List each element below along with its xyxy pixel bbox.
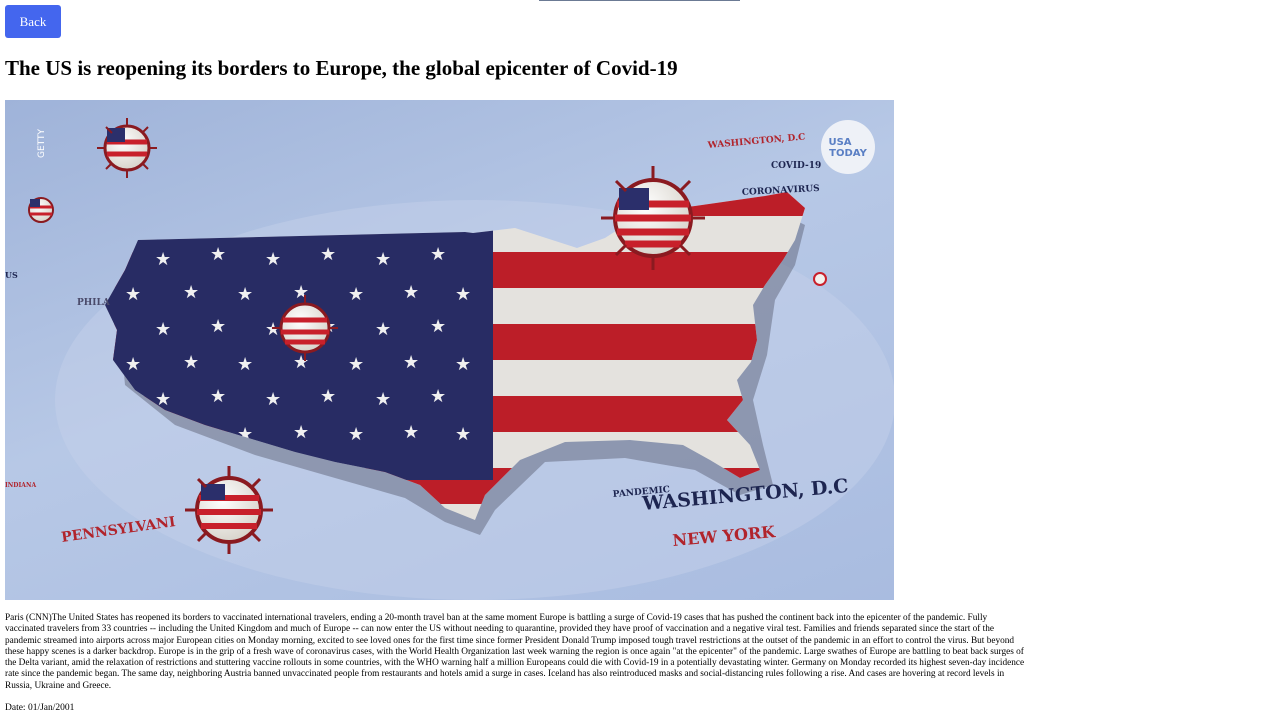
svg-text:★: ★ [455, 284, 471, 305]
svg-text:★: ★ [403, 422, 419, 443]
svg-text:★: ★ [320, 244, 336, 265]
svg-text:★: ★ [265, 389, 281, 410]
svg-text:★: ★ [403, 352, 419, 373]
svg-text:★: ★ [210, 316, 226, 337]
svg-text:USA: USA [828, 137, 851, 148]
svg-text:★: ★ [210, 244, 226, 265]
svg-text:★: ★ [183, 352, 199, 373]
article-date: Date: 01/Jan/2001 [5, 703, 75, 713]
map-label: US [5, 270, 18, 280]
map-label: CORONAVIRUS [742, 184, 820, 198]
svg-text:★: ★ [237, 354, 253, 375]
svg-text:★: ★ [375, 249, 391, 270]
virus-icon [601, 166, 705, 270]
photo-credit: GETTY [37, 129, 47, 158]
virus-icon [272, 295, 338, 361]
svg-text:★: ★ [348, 284, 364, 305]
usa-today-logo: USA TODAY [821, 120, 875, 174]
svg-text:★: ★ [455, 424, 471, 445]
map-label: PHILA [77, 298, 111, 308]
svg-text:★: ★ [348, 424, 364, 445]
map-label: COVID-19 [771, 161, 821, 171]
article-body: Paris (CNN)The United States has reopene… [5, 613, 1025, 691]
svg-text:★: ★ [265, 319, 281, 340]
svg-text:★: ★ [265, 249, 281, 270]
map-label: WASHINGTON, D.C [706, 132, 805, 151]
map-label: PANDEMIC [612, 485, 670, 500]
svg-text:★: ★ [155, 389, 171, 410]
map-label: INDIANA [5, 482, 36, 489]
article-image: ★ ★ ★ ★ ★ ★ ★ ★ ★ ★ ★ ★ ★ ★ ★ ★ ★ ★ ★ ★ ★ ★ ★ ★ ★ ★ ★ ★ ★ ★ ★ ★ ★ ★ ★… [5, 100, 894, 600]
svg-text:★: ★ [430, 386, 446, 407]
svg-text:TODAY: TODAY [829, 148, 867, 159]
svg-text:★: ★ [375, 319, 391, 340]
svg-text:★: ★ [293, 422, 309, 443]
svg-text:★: ★ [430, 244, 446, 265]
svg-text:★: ★ [348, 354, 364, 375]
map-label: PENNSYLVANI [60, 514, 176, 546]
svg-text:★: ★ [125, 354, 141, 375]
svg-text:★: ★ [210, 386, 226, 407]
svg-text:★: ★ [430, 316, 446, 337]
svg-text:★: ★ [375, 389, 391, 410]
svg-text:★: ★ [320, 386, 336, 407]
top-divider [539, 0, 740, 1]
svg-text:★: ★ [125, 284, 141, 305]
article-title: The US is reopening its borders to Europ… [5, 56, 678, 80]
back-button[interactable]: Back [5, 5, 61, 38]
svg-text:★: ★ [155, 319, 171, 340]
svg-text:★: ★ [455, 354, 471, 375]
svg-text:★: ★ [403, 282, 419, 303]
svg-text:★: ★ [237, 284, 253, 305]
virus-icon [28, 197, 54, 223]
svg-text:★: ★ [155, 249, 171, 270]
virus-icon [97, 118, 157, 178]
svg-text:★: ★ [183, 282, 199, 303]
virus-icon [185, 466, 273, 554]
virus-icon [813, 272, 827, 286]
